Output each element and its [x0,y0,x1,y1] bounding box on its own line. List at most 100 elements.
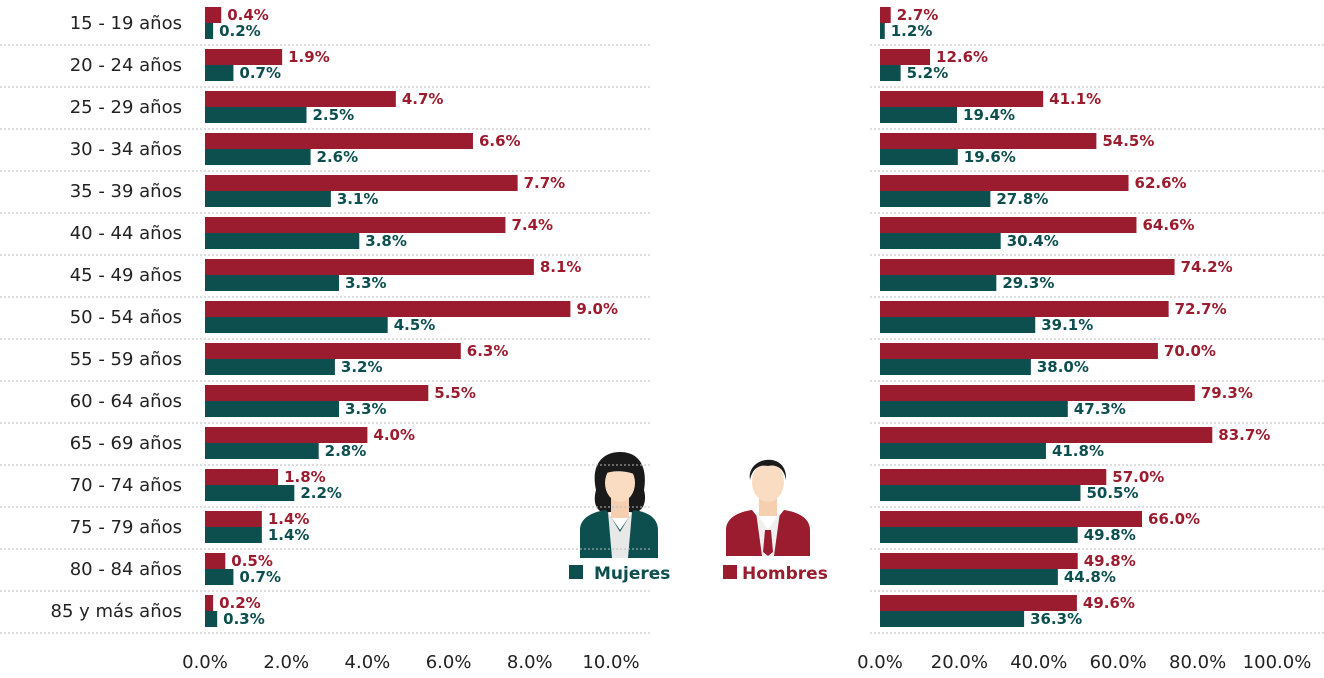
value-label: 66.0% [1148,510,1200,528]
bar [880,91,1043,107]
category-label: 60 - 64 años [70,391,182,412]
value-label: 8.1% [540,258,582,276]
value-label: 62.6% [1135,174,1187,192]
bar [880,569,1058,585]
category-label: 80 - 84 años [70,559,182,580]
bar [880,217,1136,233]
value-label: 2.5% [313,106,355,124]
bar [205,91,396,107]
value-label: 3.2% [341,358,383,376]
bar [880,527,1078,543]
x-tick-label: 10.0% [582,652,639,673]
bar [880,317,1035,333]
bar [205,149,311,165]
bar [205,233,359,249]
category-label: 85 y más años [51,601,183,622]
value-label: 0.2% [219,594,261,612]
bar [205,427,367,443]
value-label: 1.4% [268,526,310,544]
bar [205,301,570,317]
x-tick-label: 2.0% [263,652,309,673]
bar [205,359,335,375]
category-label: 25 - 29 años [70,97,182,118]
value-label: 1.8% [284,468,326,486]
x-tick-label: 60.0% [1090,652,1147,673]
bar [205,317,388,333]
value-label: 19.6% [964,148,1016,166]
value-label: 38.0% [1037,358,1089,376]
chart: 15 - 19 años20 - 24 años25 - 29 años30 -… [0,0,1324,678]
value-label: 5.2% [907,64,949,82]
x-tick-label: 0.0% [182,652,228,673]
value-label: 29.3% [1002,274,1054,292]
value-label: 0.7% [239,568,281,586]
value-label: 19.4% [963,106,1015,124]
value-label: 2.8% [325,442,367,460]
bar [205,595,213,611]
value-label: 54.5% [1102,132,1154,150]
value-label: 49.8% [1084,526,1136,544]
value-label: 3.3% [345,400,387,418]
value-label: 57.0% [1112,468,1164,486]
value-label: 0.2% [219,22,261,40]
man-icon [726,460,810,556]
bar [880,233,1001,249]
bar [880,359,1031,375]
value-label: 3.3% [345,274,387,292]
value-label: 79.3% [1201,384,1253,402]
value-label: 1.9% [288,48,330,66]
bar [880,175,1129,191]
x-tick-label: 20.0% [931,652,988,673]
value-label: 5.5% [434,384,476,402]
value-label: 74.2% [1181,258,1233,276]
bar [205,133,473,149]
value-label: 6.6% [479,132,521,150]
category-label: 50 - 54 años [70,307,182,328]
legend-swatch [723,565,737,579]
bar [880,107,957,123]
bar [880,343,1158,359]
value-label: 27.8% [996,190,1048,208]
category-label: 70 - 74 años [70,475,182,496]
value-label: 12.6% [936,48,988,66]
bar [205,485,294,501]
category-label: 75 - 79 años [70,517,182,538]
value-label: 41.8% [1052,442,1104,460]
bar [880,427,1212,443]
value-label: 0.7% [239,64,281,82]
category-label: 45 - 49 años [70,265,182,286]
bar [880,385,1195,401]
bar [880,133,1096,149]
category-label: 30 - 34 años [70,139,182,160]
bar [880,49,930,65]
bar [880,469,1106,485]
bar [205,275,339,291]
category-label: 55 - 59 años [70,349,182,370]
category-label: 40 - 44 años [70,223,182,244]
x-tick-label: 40.0% [1010,652,1067,673]
value-label: 3.1% [337,190,379,208]
bar [205,469,278,485]
bar [205,49,282,65]
value-label: 64.6% [1142,216,1194,234]
bar [880,23,885,39]
x-tick-label: 6.0% [426,652,472,673]
bar [205,401,339,417]
bar [205,511,262,527]
woman-icon [580,452,658,558]
bar [880,149,958,165]
bar [880,191,990,207]
value-label: 39.1% [1041,316,1093,334]
bar [880,553,1078,569]
bar [205,527,262,543]
value-label: 2.2% [300,484,342,502]
bar [205,443,319,459]
value-label: 0.3% [223,610,265,628]
value-label: 1.4% [268,510,310,528]
value-label: 6.3% [467,342,509,360]
bar [205,23,213,39]
value-label: 44.8% [1064,568,1116,586]
x-tick-label: 8.0% [507,652,553,673]
value-label: 41.1% [1049,90,1101,108]
value-label: 7.4% [511,216,553,234]
